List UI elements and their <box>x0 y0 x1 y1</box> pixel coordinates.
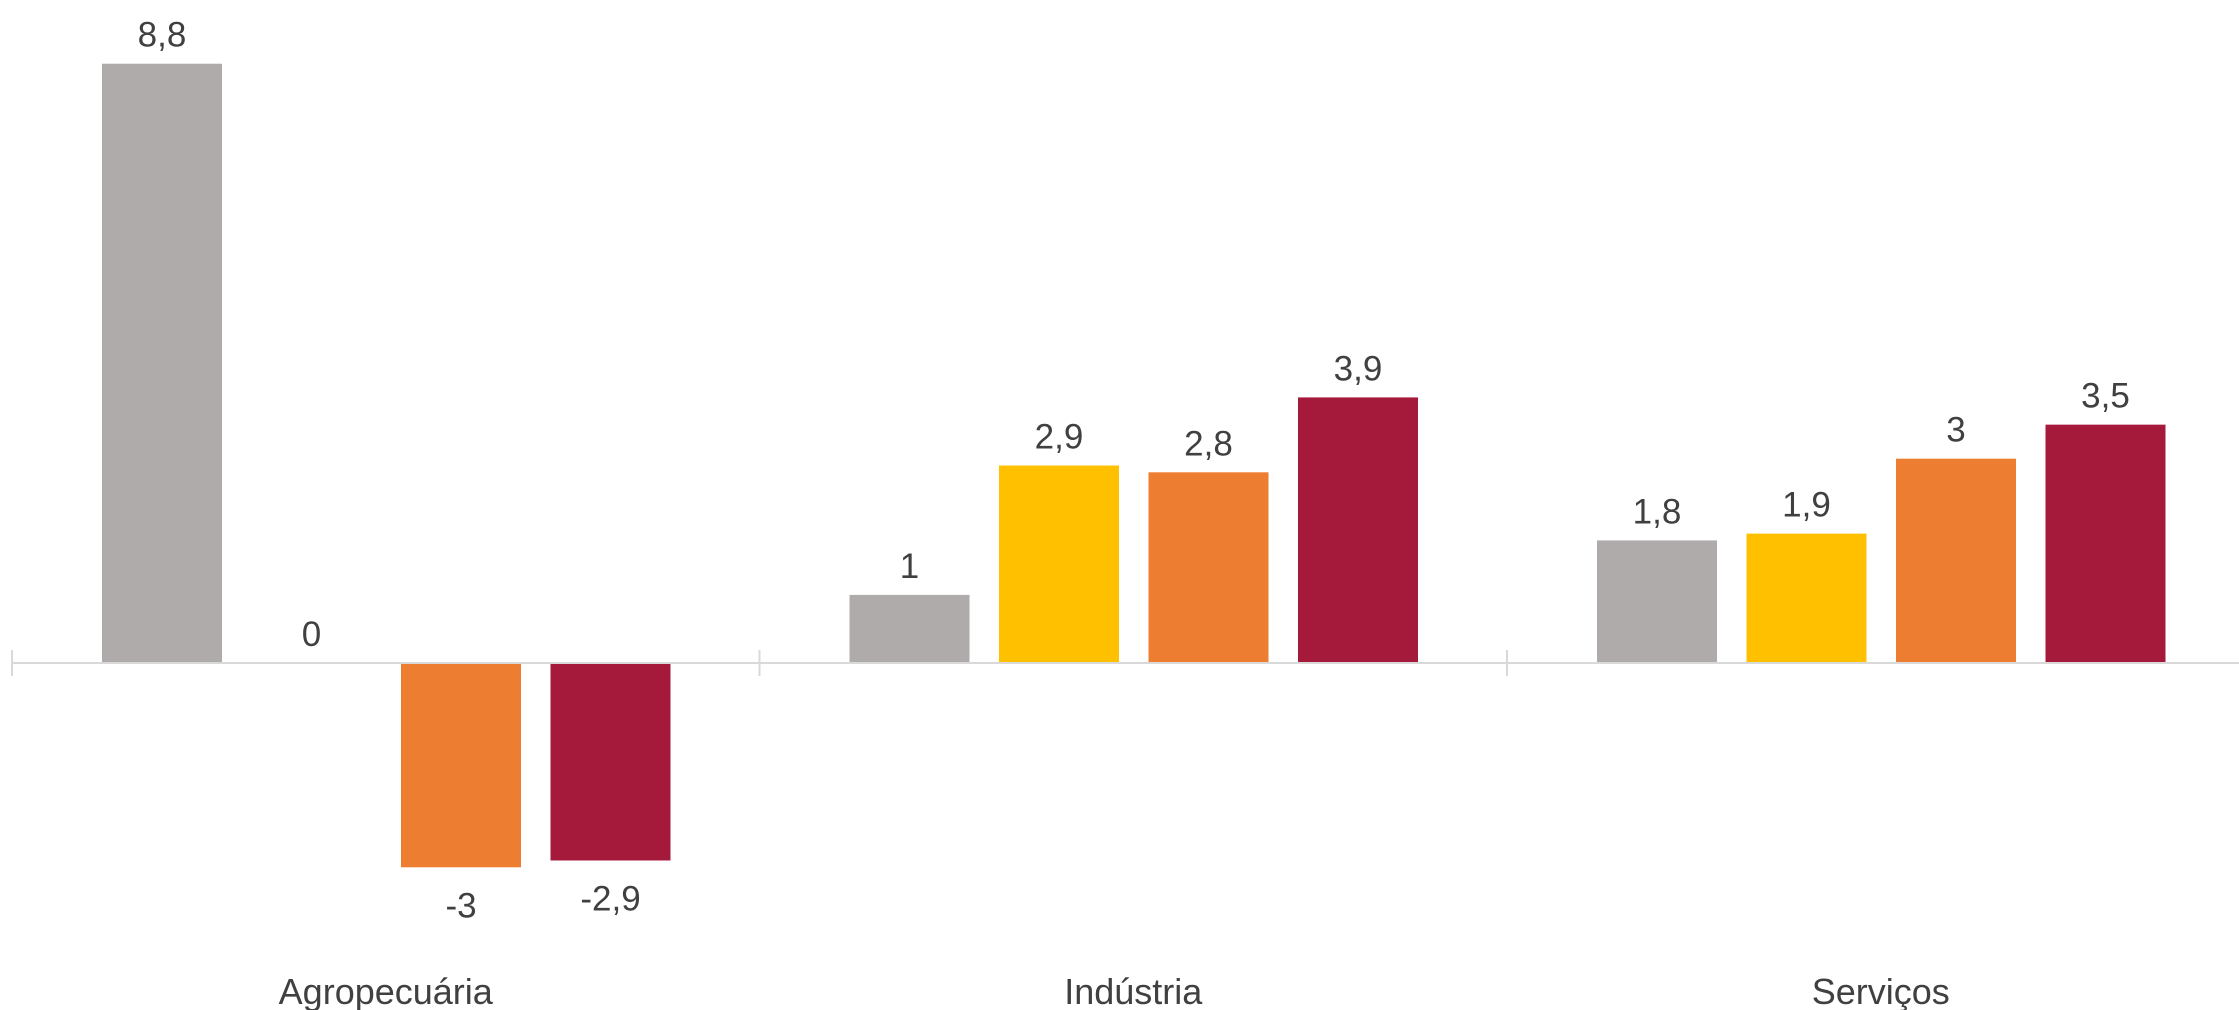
x-axis <box>11 650 2239 676</box>
data-label: 2,8 <box>1184 424 1233 463</box>
category-label: Indústria <box>1064 971 1203 1010</box>
data-label: 3,9 <box>1334 349 1383 388</box>
data-label: 3,5 <box>2081 377 2130 416</box>
bar-1-3 <box>401 663 521 868</box>
data-labels-group: 8,8 0 -3 -2,9 1 2,9 2,8 3,9 1,8 1,9 3 3,5 <box>138 16 2130 926</box>
data-label: 0 <box>302 615 321 654</box>
data-label: -3 <box>445 886 476 925</box>
bar-3-3 <box>1896 458 2016 663</box>
data-label: 3 <box>1946 411 1965 450</box>
category-labels-group: Agropecuária Indústria Serviços <box>279 971 1950 1010</box>
category-label: Serviços <box>1812 971 1950 1010</box>
bar-2-2 <box>999 465 1119 663</box>
data-label: 1 <box>900 547 919 586</box>
bar-2-3 <box>1148 472 1269 663</box>
data-label: -2,9 <box>580 879 640 918</box>
bar-1-1 <box>102 63 222 664</box>
bar-2-4 <box>1298 397 1418 663</box>
data-label: 2,9 <box>1035 418 1084 457</box>
data-label: 1,8 <box>1633 492 1682 531</box>
bar-3-1 <box>1597 540 1717 663</box>
bar-3-2 <box>1746 533 1867 663</box>
bar-2-1 <box>849 594 970 663</box>
category-label: Agropecuária <box>279 971 494 1010</box>
bar-1-4 <box>550 663 671 861</box>
bars-group <box>102 63 2166 868</box>
data-label: 8,8 <box>138 16 187 55</box>
data-label: 1,9 <box>1782 486 1831 525</box>
bar-3-4 <box>2045 424 2166 663</box>
